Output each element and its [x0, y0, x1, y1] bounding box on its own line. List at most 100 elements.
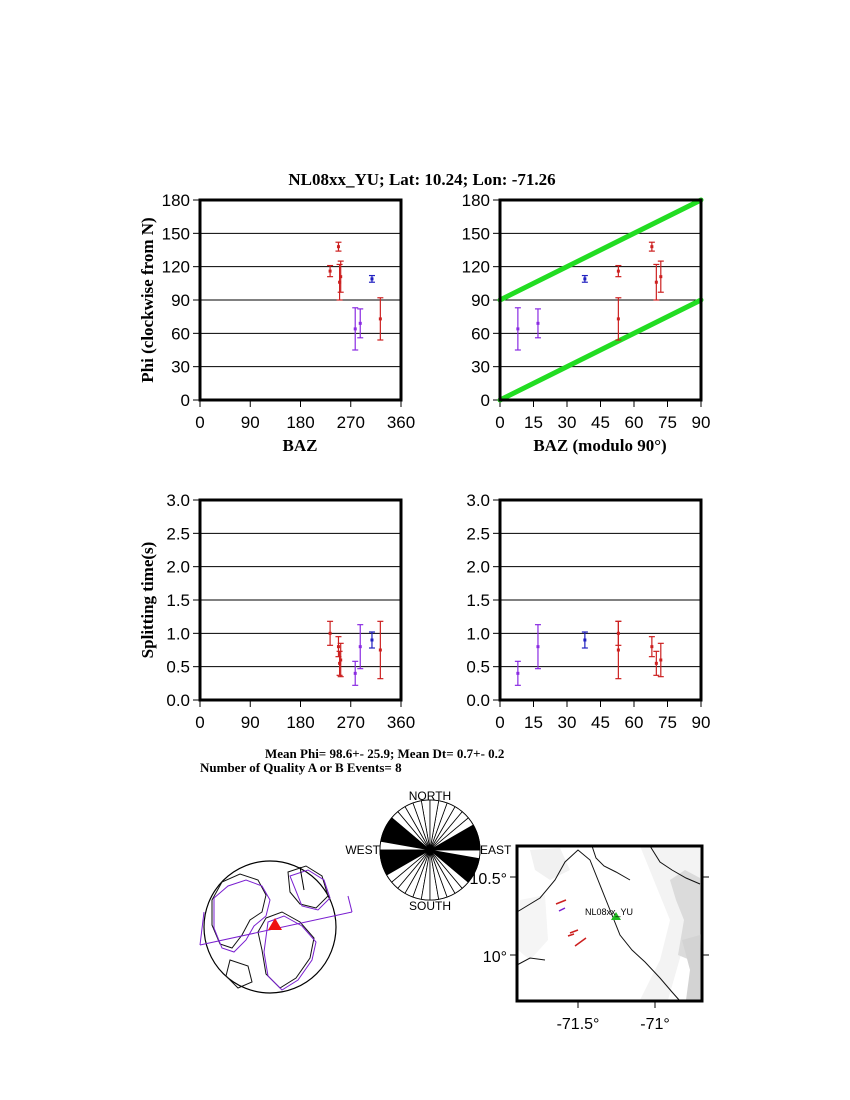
y-tick-label: 30 [171, 358, 190, 377]
rose-west-label: WEST [345, 843, 380, 857]
point-marker [370, 277, 374, 281]
point-marker [659, 275, 663, 279]
data-point [368, 631, 375, 649]
x-tick-label: 45 [591, 713, 610, 732]
point-marker [353, 671, 357, 675]
y-tick-label: 30 [471, 358, 490, 377]
point-marker [339, 275, 343, 279]
point-marker [616, 317, 620, 321]
y-tick-label: 90 [471, 291, 490, 310]
x-tick-label: 360 [387, 713, 415, 732]
station-marker-icon [611, 912, 621, 920]
point-marker [358, 645, 362, 649]
point-marker [516, 327, 520, 331]
x-tick-label: 90 [241, 713, 260, 732]
point-marker [353, 327, 357, 331]
point-marker [370, 638, 374, 642]
location-globe [199, 860, 353, 994]
y-tick-label: 0.0 [166, 691, 190, 710]
location-marker-icon [268, 918, 282, 930]
mean-summary: Mean Phi= 98.6+- 25.9; Mean Dt= 0.7+- 0.… [265, 746, 504, 761]
rose-sector [429, 799, 440, 851]
x-tick-label: 180 [286, 713, 314, 732]
x-tick-label: 30 [558, 413, 577, 432]
data-point [648, 636, 655, 658]
y-tick-label: 120 [462, 258, 490, 277]
y-tick-label: 2.0 [166, 558, 190, 577]
y-tick-label: 0.5 [166, 658, 190, 677]
x-tick-label: 15 [524, 713, 543, 732]
data-point [368, 274, 375, 283]
data-point [581, 274, 588, 283]
fast-axis-rose-diagram: NORTH SOUTH EAST WEST [345, 789, 512, 913]
point-marker [338, 280, 342, 284]
data-point [514, 307, 521, 351]
y-tick-label: 3.0 [166, 491, 190, 510]
x-tick-label: 75 [658, 413, 677, 432]
y-tick-label: 2.5 [166, 524, 190, 543]
x-tick-label: 75 [658, 713, 677, 732]
plot-frame [198, 198, 403, 402]
splitting-time-ylabel: Splitting time(s) [138, 542, 157, 659]
data-point [336, 263, 343, 301]
point-marker [358, 321, 362, 325]
x-tick-label: 90 [241, 413, 260, 432]
reference-line [497, 197, 704, 303]
map-xtick-label: -71° [640, 1016, 670, 1033]
x-tick-label: 270 [337, 713, 365, 732]
point-marker [654, 280, 658, 284]
reference-line [497, 297, 704, 403]
y-tick-label: 0 [181, 391, 190, 410]
figure-title: NL08xx_YU; Lat: 10.24; Lon: -71.26 [288, 170, 555, 189]
point-marker [378, 317, 382, 321]
x-tick-label: 0 [195, 713, 204, 732]
point-marker [616, 648, 620, 652]
y-tick-label: 0.5 [466, 658, 490, 677]
data-point [615, 620, 622, 646]
y-tick-label: 120 [162, 258, 190, 277]
data-point [377, 297, 384, 341]
x-tick-label: 270 [337, 413, 365, 432]
y-tick-label: 1.0 [466, 624, 490, 643]
point-marker [650, 245, 654, 249]
data-point [534, 624, 541, 670]
data-point [352, 307, 359, 351]
map-ytick-label: 10.5° [469, 871, 507, 888]
y-tick-label: 60 [471, 324, 490, 343]
data-point [377, 620, 384, 680]
point-marker [536, 321, 540, 325]
map-ytick-label: 10° [483, 949, 507, 966]
x-tick-label: 90 [692, 713, 711, 732]
data-point [534, 308, 541, 339]
point-marker [583, 277, 587, 281]
phi-baz-xlabel: BAZ [283, 436, 318, 455]
rose-south-label: SOUTH [409, 899, 451, 913]
point-marker [650, 645, 654, 649]
splitting-time-vs-baz-panel: 0.0 0.5 1.0 1.5 2.0 2.5 3.0 0 90 180 270 360 [166, 491, 415, 732]
x-tick-label: 30 [558, 713, 577, 732]
point-marker [336, 245, 340, 249]
data-point [581, 631, 588, 649]
data-point [327, 264, 334, 278]
data-point [615, 297, 622, 341]
x-tick-label: 180 [286, 413, 314, 432]
x-tick-label: 90 [692, 413, 711, 432]
data-point [653, 650, 660, 676]
point-marker [654, 661, 658, 665]
point-marker [659, 658, 663, 662]
data-point [653, 263, 660, 301]
data-point [352, 660, 359, 686]
x-tick-label: 0 [495, 713, 504, 732]
data-point [357, 308, 364, 339]
point-marker [328, 631, 332, 635]
y-tick-label: 180 [162, 191, 190, 210]
x-tick-label: 60 [625, 413, 644, 432]
point-marker [336, 645, 340, 649]
point-marker [516, 671, 520, 675]
point-marker [338, 661, 342, 665]
phi-vs-baz-panel: 0 30 60 90 120 150 180 0 90 180 270 360 [162, 191, 416, 432]
x-tick-label: 45 [591, 413, 610, 432]
y-tick-label: 60 [171, 324, 190, 343]
x-tick-label: 360 [387, 413, 415, 432]
